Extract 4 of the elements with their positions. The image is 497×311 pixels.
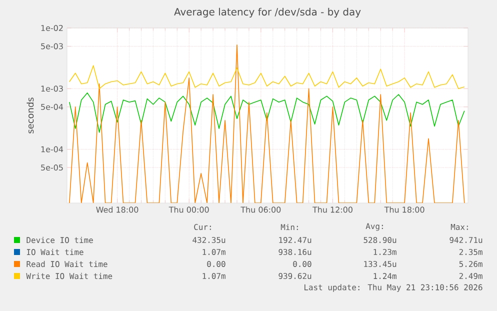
y-axis-title: seconds bbox=[26, 98, 34, 134]
line-series bbox=[69, 92, 465, 133]
line-series bbox=[69, 65, 465, 90]
chart-title: Average latency for /dev/sda - by day bbox=[174, 8, 361, 18]
